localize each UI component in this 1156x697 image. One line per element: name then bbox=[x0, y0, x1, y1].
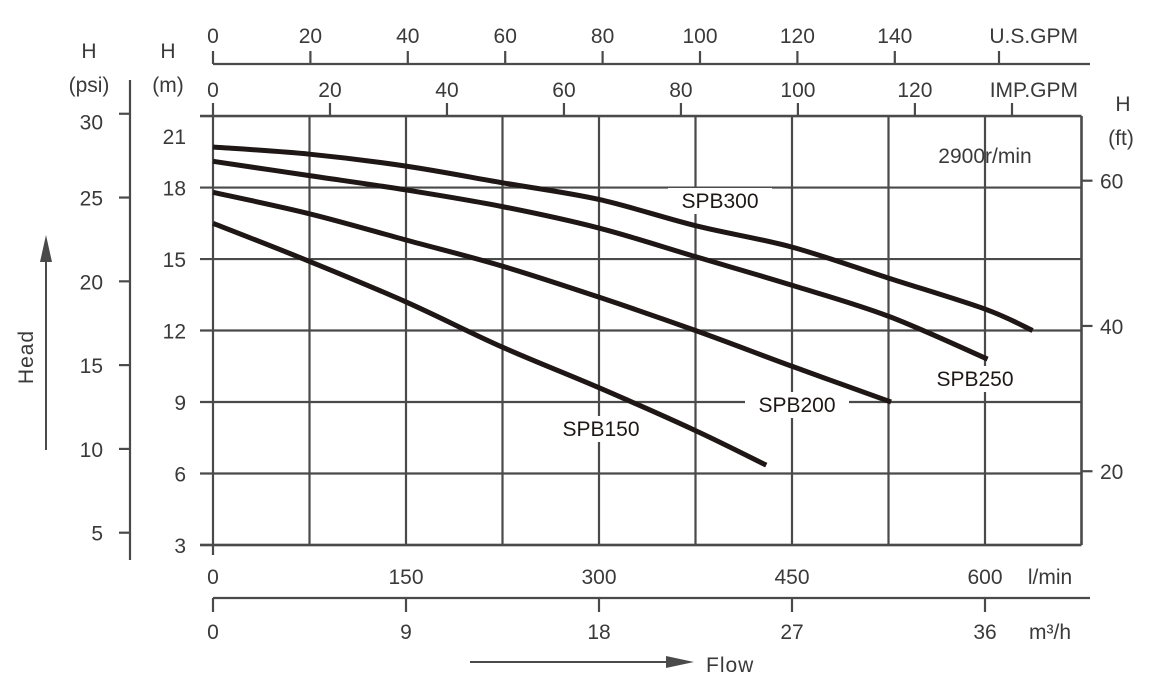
series-label-bg bbox=[668, 188, 772, 214]
curve-spb200 bbox=[212, 189, 892, 405]
tick-label-usgpm: 20 bbox=[299, 25, 322, 48]
tick-label-m3h: 18 bbox=[587, 621, 610, 644]
series-label-spb250: SPB250 bbox=[936, 368, 1013, 391]
tick-label-impgpm: 100 bbox=[780, 79, 815, 102]
tick-label-impgpm: 60 bbox=[552, 79, 575, 102]
y-axis-ft-unit: (ft) bbox=[1108, 127, 1134, 150]
x-axis-label: Flow bbox=[706, 654, 754, 677]
tick-label-psi: 15 bbox=[80, 355, 103, 378]
tick-label-usgpm: 60 bbox=[494, 25, 517, 48]
tick-label-impgpm: 0 bbox=[207, 79, 219, 102]
y-axis-ft-title: H bbox=[1115, 93, 1130, 116]
tick-label-m3h: 9 bbox=[400, 621, 412, 644]
tick-label-impgpm: 20 bbox=[318, 79, 341, 102]
tick-label-psi: 30 bbox=[80, 112, 103, 135]
flow-arrow-icon bbox=[666, 656, 694, 668]
head-arrow-icon bbox=[40, 235, 52, 262]
tick-label-m3h: 27 bbox=[780, 621, 803, 644]
tick-label-lmin: 600 bbox=[967, 566, 1002, 589]
tick-label-usgpm: 140 bbox=[877, 25, 912, 48]
speed-annotation: 2900r/min bbox=[938, 145, 1031, 168]
tick-label-m: 12 bbox=[163, 321, 186, 344]
tick-label-usgpm: 80 bbox=[591, 25, 614, 48]
usgpm-unit-label: U.S.GPM bbox=[989, 25, 1078, 48]
tick-label-impgpm: 40 bbox=[435, 79, 458, 102]
tick-label-lmin: 450 bbox=[774, 566, 809, 589]
curve-spb150 bbox=[212, 220, 768, 468]
tick-label-psi: 20 bbox=[80, 271, 103, 294]
tick-label-impgpm: 80 bbox=[669, 79, 692, 102]
y-axis-m-title: H bbox=[160, 40, 175, 63]
tick-label-usgpm: 0 bbox=[207, 25, 219, 48]
tick-label-psi: 5 bbox=[91, 523, 103, 546]
tick-label-impgpm: 120 bbox=[897, 79, 932, 102]
tick-label-m: 3 bbox=[174, 535, 186, 558]
series-label-spb150: SPB150 bbox=[562, 418, 639, 441]
series-label-bg bbox=[923, 366, 1027, 392]
series-label-bg bbox=[549, 416, 653, 442]
tick-label-lmin: 300 bbox=[581, 566, 616, 589]
m3h-unit-label: m³/h bbox=[1029, 621, 1071, 644]
tick-label-psi: 25 bbox=[80, 188, 103, 211]
y-axis-label: Head bbox=[15, 330, 38, 384]
tick-label-usgpm: 120 bbox=[780, 25, 815, 48]
tick-label-lmin: 0 bbox=[207, 566, 219, 589]
lmin-unit-label: l/min bbox=[1028, 566, 1072, 589]
tick-label-ft: 60 bbox=[1100, 171, 1123, 194]
tick-label-m: 6 bbox=[174, 464, 186, 487]
series-label-bg bbox=[745, 392, 849, 418]
grid bbox=[200, 114, 1083, 555]
tick-label-m: 21 bbox=[163, 126, 186, 149]
curves bbox=[212, 144, 1034, 468]
curve-spb250 bbox=[212, 158, 989, 362]
tick-label-lmin: 150 bbox=[388, 566, 423, 589]
tick-label-m: 9 bbox=[174, 392, 186, 415]
tick-label-ft: 40 bbox=[1100, 316, 1123, 339]
tick-label-m: 18 bbox=[163, 178, 186, 201]
series-label-spb300: SPB300 bbox=[681, 190, 758, 213]
tick-label-ft: 20 bbox=[1100, 461, 1123, 484]
series-label-spb200: SPB200 bbox=[758, 394, 835, 417]
axes bbox=[40, 51, 1093, 668]
tick-label-usgpm: 100 bbox=[682, 25, 717, 48]
y-axis-psi-title: H bbox=[81, 40, 96, 63]
tick-label-usgpm: 40 bbox=[396, 25, 419, 48]
tick-label-psi: 10 bbox=[80, 439, 103, 462]
impgpm-unit-label: IMP.GPM bbox=[990, 79, 1078, 102]
labels: 36912151821H(m)51015202530H(psi)204060H(… bbox=[15, 25, 1134, 677]
curve-spb300 bbox=[212, 144, 1034, 333]
tick-label-m3h: 36 bbox=[973, 621, 996, 644]
y-axis-psi-unit: (psi) bbox=[69, 74, 110, 97]
y-axis-m-unit: (m) bbox=[152, 74, 183, 97]
tick-label-m3h: 0 bbox=[207, 621, 219, 644]
tick-label-m: 15 bbox=[163, 249, 186, 272]
